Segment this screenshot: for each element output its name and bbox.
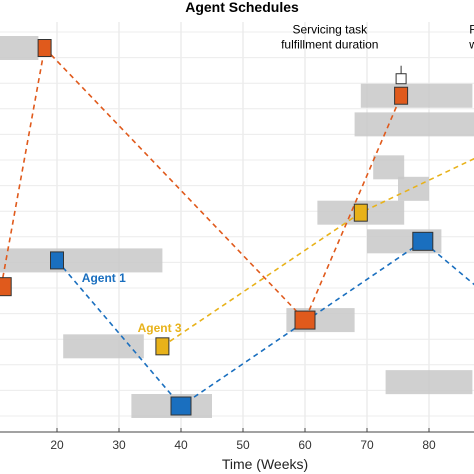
agent-3-label: Agent 3 bbox=[138, 321, 182, 335]
agent-1-marker bbox=[412, 231, 434, 251]
agent-3-marker bbox=[155, 337, 170, 356]
agent-1-label: Agent 1 bbox=[82, 271, 126, 285]
annotation-text: w bbox=[468, 38, 474, 52]
x-tick-label: 60 bbox=[298, 438, 312, 452]
x-tick-label: 50 bbox=[236, 438, 250, 452]
agent-2-marker bbox=[294, 310, 316, 330]
agent-path-2 bbox=[0, 46, 402, 322]
task-window bbox=[63, 334, 144, 359]
agent-2-marker bbox=[394, 86, 409, 105]
x-tick-label: 40 bbox=[174, 438, 188, 452]
agent-2-marker bbox=[0, 277, 12, 297]
annotation-text: Servicing task bbox=[292, 23, 368, 37]
agent-3-marker bbox=[353, 203, 368, 222]
agent-2-marker bbox=[37, 39, 52, 57]
x-tick-label: 30 bbox=[112, 438, 126, 452]
x-tick-label: 20 bbox=[50, 438, 64, 452]
servicing-duration-icon bbox=[395, 73, 407, 85]
agent-path-3 bbox=[161, 157, 474, 347]
agent-markers bbox=[0, 39, 434, 416]
task-window bbox=[0, 248, 163, 273]
annotation-text: fulfillment duration bbox=[281, 38, 378, 52]
agent-1-marker bbox=[170, 396, 192, 416]
x-tick-label: 80 bbox=[422, 438, 436, 452]
task-window bbox=[398, 176, 429, 201]
agent-1-marker bbox=[50, 251, 64, 270]
task-window bbox=[360, 83, 473, 108]
x-tick-label: 70 bbox=[360, 438, 374, 452]
task-window bbox=[373, 155, 405, 180]
task-window bbox=[0, 36, 39, 60]
x-axis-label: Time (Weeks) bbox=[222, 456, 308, 472]
task-window bbox=[385, 370, 473, 395]
task-window bbox=[354, 112, 474, 137]
chart-title: Agent Schedules bbox=[185, 0, 299, 15]
annotation-text: RSC bbox=[469, 23, 474, 37]
x-axis-ticks: 20 30 40 50 60 70 80 bbox=[50, 428, 436, 452]
